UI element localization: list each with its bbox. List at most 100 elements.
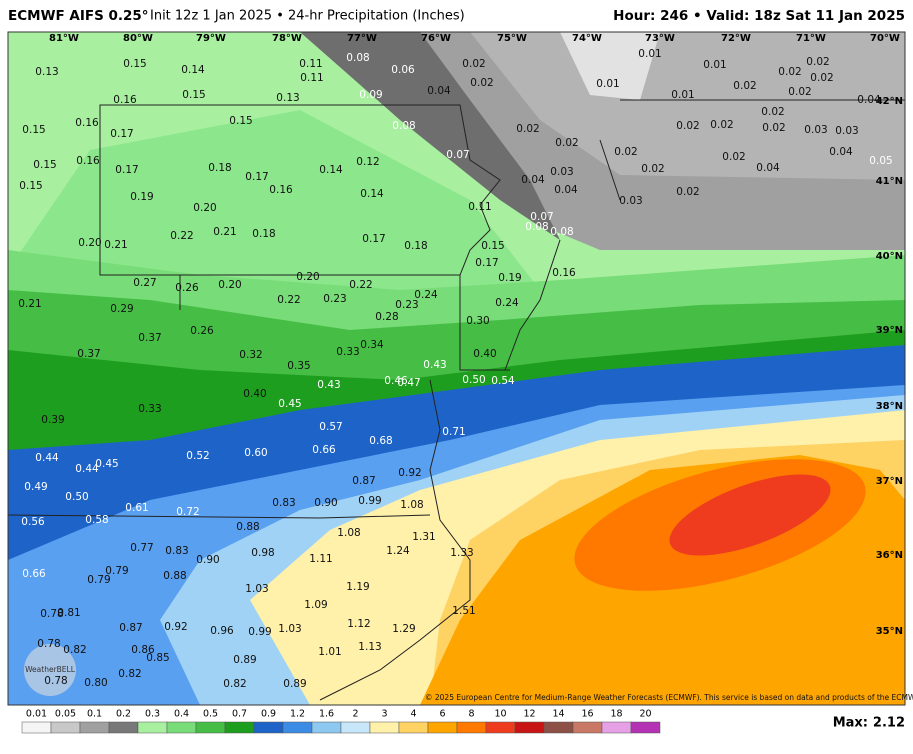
point-value: 1.29 bbox=[392, 623, 415, 635]
lon-label: 76°W bbox=[421, 33, 451, 44]
legend-tick: 1.6 bbox=[319, 709, 334, 720]
point-value: 0.09 bbox=[359, 89, 382, 101]
lon-label: 81°W bbox=[49, 33, 79, 44]
legend-swatch bbox=[572, 721, 603, 734]
point-value: 1.09 bbox=[304, 599, 327, 611]
point-value: 0.16 bbox=[113, 94, 137, 106]
legend-swatch bbox=[224, 721, 255, 734]
point-value: 0.15 bbox=[481, 240, 504, 252]
lon-label: 75°W bbox=[497, 33, 527, 44]
point-value: 0.81 bbox=[57, 607, 80, 619]
point-value: 0.54 bbox=[491, 375, 515, 387]
legend-swatch bbox=[601, 721, 632, 734]
point-value: 0.16 bbox=[75, 117, 99, 129]
point-value: 0.27 bbox=[133, 277, 156, 289]
point-value: 0.02 bbox=[676, 186, 699, 198]
point-value: 0.45 bbox=[95, 458, 118, 470]
point-value: 0.43 bbox=[423, 359, 446, 371]
legend-swatch bbox=[311, 721, 342, 734]
logo-mark bbox=[24, 644, 76, 696]
legend-swatch bbox=[427, 721, 458, 734]
point-value: 0.98 bbox=[251, 547, 274, 559]
point-value: 0.49 bbox=[24, 481, 47, 493]
point-value: 0.85 bbox=[146, 652, 169, 664]
point-value: 0.82 bbox=[223, 678, 246, 690]
legend-tick: 0.1 bbox=[87, 709, 102, 720]
point-value: 0.79 bbox=[105, 565, 128, 577]
legend-tick: 8 bbox=[468, 709, 474, 720]
point-value: 1.01 bbox=[318, 646, 341, 658]
point-value: 0.01 bbox=[596, 78, 619, 90]
point-value: 0.02 bbox=[810, 72, 833, 84]
region bbox=[300, 32, 560, 240]
point-value: 0.07 bbox=[446, 149, 469, 161]
point-value: 0.11 bbox=[300, 72, 323, 84]
point-value: 0.21 bbox=[104, 239, 127, 251]
point-value: 0.18 bbox=[252, 228, 275, 240]
point-value: 0.15 bbox=[182, 89, 205, 101]
point-value: 0.13 bbox=[35, 66, 58, 78]
point-value: 0.77 bbox=[130, 542, 153, 554]
point-value: 0.78 bbox=[40, 608, 63, 620]
legend-swatch bbox=[543, 721, 574, 734]
valid-time: Hour: 246 • Valid: 18z Sat 11 Jan 2025 bbox=[613, 8, 905, 24]
legend-swatch bbox=[398, 721, 429, 734]
point-value: 0.17 bbox=[110, 128, 133, 140]
legend-swatch bbox=[21, 721, 52, 734]
point-value: 0.14 bbox=[360, 188, 384, 200]
point-value: 0.23 bbox=[395, 299, 418, 311]
point-value: 0.92 bbox=[164, 621, 187, 633]
point-value: 0.18 bbox=[404, 240, 427, 252]
point-value: 0.08 bbox=[392, 120, 415, 132]
legend-swatch bbox=[195, 721, 226, 734]
lon-label: 77°W bbox=[347, 33, 377, 44]
point-value: 0.26 bbox=[190, 325, 214, 337]
point-value: 0.03 bbox=[835, 125, 858, 137]
legend-swatch bbox=[166, 721, 197, 734]
point-value: 0.01 bbox=[638, 48, 661, 60]
point-value: 0.99 bbox=[358, 495, 381, 507]
point-value: 1.03 bbox=[278, 623, 301, 635]
point-value: 0.08 bbox=[550, 226, 573, 238]
point-value: 0.15 bbox=[33, 159, 56, 171]
legend-tick: 0.01 bbox=[26, 709, 47, 720]
point-value: 0.52 bbox=[186, 450, 209, 462]
point-value: 0.11 bbox=[299, 58, 322, 70]
point-value: 0.46 bbox=[384, 375, 408, 387]
point-value: 0.14 bbox=[181, 64, 205, 76]
point-value: 0.16 bbox=[76, 155, 100, 167]
legend-swatch bbox=[514, 721, 545, 734]
lon-label: 78°W bbox=[272, 33, 302, 44]
point-value: 0.15 bbox=[22, 124, 45, 136]
title: Init 12z 1 Jan 2025 • 24-hr Precipitatio… bbox=[150, 9, 465, 24]
legend-swatch bbox=[630, 721, 661, 734]
point-value: 0.68 bbox=[369, 435, 392, 447]
region bbox=[560, 32, 660, 100]
point-value: 0.17 bbox=[245, 171, 268, 183]
legend-tick: 0.3 bbox=[145, 709, 160, 720]
map-frame bbox=[7, 31, 906, 706]
legend-tick: 16 bbox=[581, 709, 593, 720]
point-value: 0.86 bbox=[131, 644, 155, 656]
point-value: 0.45 bbox=[278, 398, 301, 410]
logo: WeatherBELL bbox=[25, 665, 76, 674]
point-value: 0.87 bbox=[119, 622, 142, 634]
lat-label: 38°N bbox=[876, 401, 903, 412]
point-value: 0.18 bbox=[208, 162, 231, 174]
lon-label: 79°W bbox=[196, 33, 226, 44]
legend-swatch bbox=[282, 721, 313, 734]
legend-tick: 6 bbox=[439, 709, 445, 720]
point-value: 0.08 bbox=[346, 52, 369, 64]
point-value: 0.35 bbox=[287, 360, 310, 372]
point-value: 0.24 bbox=[414, 289, 438, 301]
legend-tick: 20 bbox=[639, 709, 651, 720]
region bbox=[8, 110, 540, 300]
point-value: 0.02 bbox=[710, 119, 733, 131]
point-value: 0.05 bbox=[869, 155, 892, 167]
point-value: 0.04 bbox=[554, 184, 578, 196]
legend-swatch bbox=[485, 721, 516, 734]
point-value: 0.82 bbox=[63, 644, 86, 656]
point-value: 1.19 bbox=[346, 581, 369, 593]
point-value: 0.99 bbox=[248, 626, 271, 638]
point-value: 0.13 bbox=[276, 92, 299, 104]
